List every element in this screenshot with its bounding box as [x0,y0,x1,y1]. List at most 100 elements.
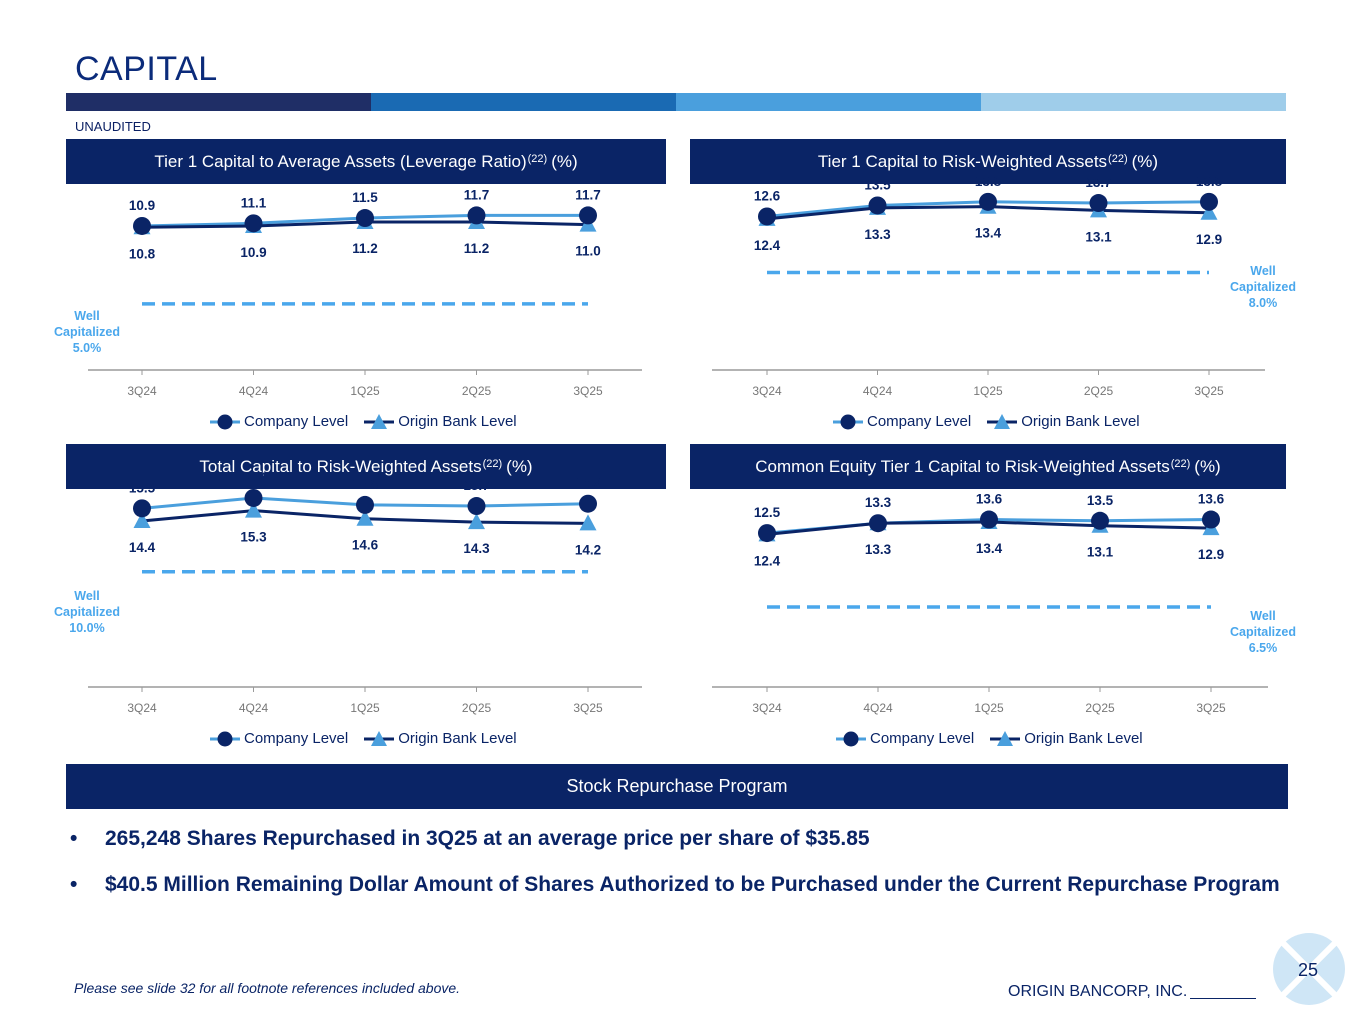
legend-company: Company Level [833,413,971,430]
company-data-label: 13.5 [864,177,891,192]
threshold-label-line: Well [74,309,99,323]
company-level-point [579,494,597,513]
x-tick-label: 1Q25 [973,384,1003,398]
bank-marker-icon [987,413,1018,429]
company-marker-icon [210,414,240,429]
repurchase-bullet: • $40.5 Million Remaining Dollar Amount … [70,871,1290,898]
company-marker-icon [833,414,863,429]
legend-bank-label: Origin Bank Level [398,730,517,747]
bank-level-point [579,514,597,531]
legend-bank-label: Origin Bank Level [1024,730,1143,747]
threshold-label: Well Capitalized 8.0% [1230,264,1296,310]
legend-bank: Origin Bank Level [987,413,1140,430]
bank-data-label: 14.3 [463,541,490,556]
bank-data-label: 12.4 [754,238,781,253]
legend-bank-label: Origin Bank Level [1021,413,1140,430]
bank-level-point [1200,203,1218,220]
legend-company-label: Company Level [867,413,972,430]
leverage-ratio-chart: 3Q24 4Q24 1Q25 2Q25 3Q25 Well Capitalized 5.0% 1… [0,0,642,398]
x-tick-label: 3Q24 [127,384,157,398]
company-data-label: 12.5 [754,505,781,520]
cet1-plot: 3Q24 4Q24 1Q25 2Q25 3Q25 Well Capitalized 6.5% 1… [712,492,1296,715]
x-tick-label: 3Q24 [752,701,782,715]
chart-unit: (%) [1194,456,1221,476]
legend-company: Company Level [210,413,348,430]
footnote-ref: (22) [482,457,503,470]
company-level-point [1089,194,1108,213]
company-footer: ORIGIN BANCORP, INC. [1008,983,1257,1001]
threshold-label-line: 6.5% [1249,641,1278,655]
bank-level-point [133,512,151,529]
company-data-label: 13.6 [1198,492,1225,507]
bank-data-label: 13.1 [1085,229,1112,244]
legend-bank: Origin Bank Level [364,413,517,430]
chart-title: Tier 1 Capital to Risk-Weighted Assets [817,151,1108,171]
company-data-label: 11.5 [352,190,378,205]
repurchase-header: Stock Repurchase Program [66,764,1288,809]
company-marker-icon [210,731,240,746]
chart-title: Common Equity Tier 1 Capital to Risk-Wei… [755,456,1170,476]
legend-company-label: Company Level [244,413,349,430]
company-level-point [356,209,374,228]
bank-data-label: 14.4 [129,540,156,555]
company-level-point [467,497,486,516]
x-tick-label: 2Q25 [1084,384,1114,398]
threshold-label: Well Capitalized 6.5% [1230,609,1296,655]
x-tick-label: 2Q25 [462,384,492,398]
legend-tier1-rwa: Company Level Origin Bank Level [833,413,1140,430]
x-tick-label: 3Q25 [1196,701,1226,715]
x-tick-label: 2Q25 [1085,701,1115,715]
bank-data-label: 15.3 [240,530,267,545]
company-data-label: 15.9 [575,476,601,491]
company-data-label: 11.1 [241,195,267,210]
bullet-text: $40.5 Million Remaining Dollar Amount of… [105,873,1280,896]
x-tick-label: 3Q25 [573,384,603,398]
threshold-label-line: 5.0% [73,341,102,355]
footnote-ref: (22) [1170,457,1191,470]
x-tick-label: 3Q25 [573,701,603,715]
total-capital-header: Total Capital to Risk-Weighted Assets (22… [66,444,666,489]
x-tick-label: 1Q25 [974,701,1004,715]
logo-circle-icon [1273,933,1345,1005]
company-data-label: 15.8 [352,477,379,492]
x-tick-label: 1Q25 [350,384,380,398]
company-level-point [980,510,998,529]
bank-data-label: 14.2 [575,542,601,557]
company-marker-icon [836,731,866,746]
chart-unit: (%) [551,151,578,171]
bank-data-label: 13.4 [975,226,1002,241]
band-segment-2 [371,93,676,111]
legend-company: Company Level [836,730,974,747]
company-level-point [1091,511,1109,530]
x-tick-label: 4Q24 [239,384,269,398]
company-level-point [579,206,597,225]
bank-data-label: 14.6 [352,538,379,553]
tier1-rwa-chart: 3Q24 4Q24 1Q25 2Q25 3Q25 Well Capitalized 8.0% 1… [0,0,1296,398]
footnote: Please see slide 32 for all footnote ref… [74,980,461,996]
bank-data-label: 11.0 [575,244,601,259]
total-capital-plot: 3Q24 4Q24 1Q25 2Q25 3Q25 Well Capitalized 10.0%… [54,470,642,715]
company-data-label: 12.6 [754,188,781,203]
bank-data-label: 12.9 [1198,547,1224,562]
chart-title: Total Capital to Risk-Weighted Assets [199,456,482,476]
tier1-rwa-plot: 3Q24 4Q24 1Q25 2Q25 3Q25 Well Capitalized 8.0% 1… [712,174,1296,398]
legend-cet1: Company Level Origin Bank Level [836,730,1143,747]
threshold-label-line: Capitalized [54,325,120,339]
legend-company-label: Company Level [244,730,349,747]
company-name: ORIGIN BANCORP, INC. [1008,983,1188,1000]
company-data-label: 16.4 [240,470,267,485]
company-level-point [244,488,263,507]
x-tick-label: 3Q24 [127,701,157,715]
bank-data-label: 13.3 [865,542,892,557]
bank-level-point [468,513,485,530]
band-segment-3 [676,93,981,111]
bullet-dot-icon: • [70,827,78,850]
company-data-label: 13.5 [1087,493,1114,508]
bank-data-label: 11.2 [352,241,378,256]
company-level-point [869,514,887,533]
threshold-label: Well Capitalized 5.0% [54,309,120,355]
legend-bank: Origin Bank Level [364,730,517,747]
threshold-label-line: Well [1250,264,1275,278]
threshold-label-line: Well [1250,609,1275,623]
threshold-label-line: 10.0% [69,621,104,635]
